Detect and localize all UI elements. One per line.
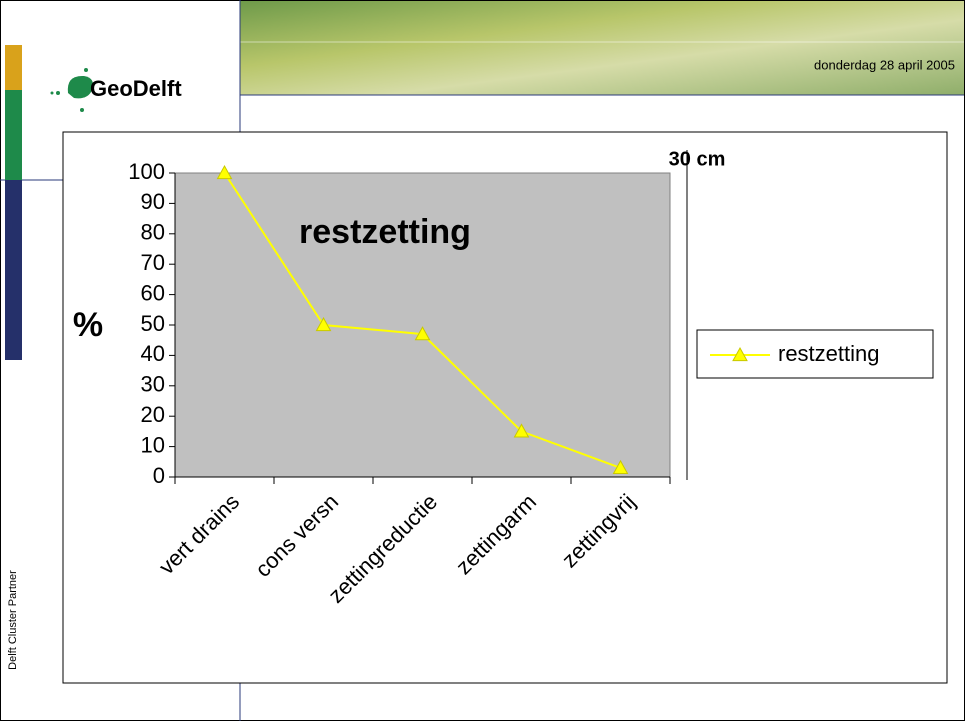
y-tick-label: 10 <box>141 432 165 457</box>
point-marker <box>612 459 629 474</box>
y-tick-label: 30 <box>141 372 165 397</box>
sidebar-text: Delft Cluster Partner <box>7 570 19 670</box>
date: donderdag 28 april 2005 <box>814 57 955 72</box>
color-bar <box>5 45 22 90</box>
color-bar <box>5 180 22 360</box>
y-tick-label: 40 <box>141 341 165 366</box>
axis-label: % <box>73 306 103 344</box>
banner <box>240 1 964 95</box>
point-marker <box>513 423 530 438</box>
color-bar <box>5 90 22 180</box>
chart-annotation: restzetting <box>299 213 471 251</box>
y-tick-label: 70 <box>141 250 165 275</box>
y-tick-label: 50 <box>141 311 165 336</box>
y-tick-label: 90 <box>141 189 165 214</box>
y-tick-label: 100 <box>128 159 165 184</box>
legend-marker <box>732 346 748 362</box>
y-tick-label: 0 <box>153 463 165 488</box>
y-tick-label: 80 <box>141 220 165 245</box>
logo-text: GeoDelft <box>90 76 182 101</box>
point-marker <box>414 326 431 341</box>
y-tick-label: 20 <box>141 402 165 427</box>
legend-label: restzetting <box>778 341 880 366</box>
point-marker <box>315 316 332 332</box>
logo: GeoDelft <box>50 68 182 112</box>
y-tick-label: 60 <box>141 280 165 305</box>
chart-annotation: 30 cm <box>669 148 726 170</box>
point-marker <box>216 164 233 180</box>
